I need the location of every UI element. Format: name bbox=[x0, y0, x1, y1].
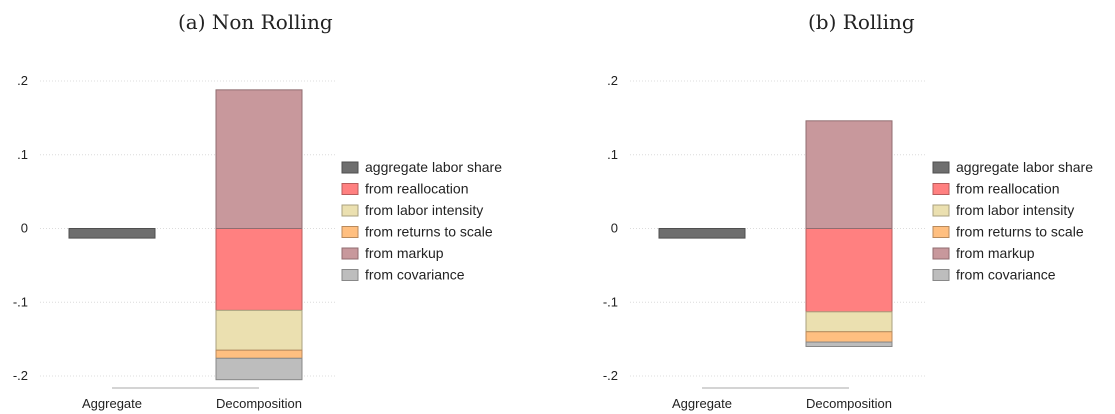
y-tick-label: 0 bbox=[21, 221, 28, 236]
bar-segment bbox=[215, 228, 303, 311]
y-tick-label: 0 bbox=[611, 221, 618, 236]
legend-swatch bbox=[932, 269, 950, 281]
legend-label: from reallocation bbox=[956, 181, 1060, 197]
x-tick-label: Aggregate bbox=[672, 396, 732, 411]
y-tick-label: .1 bbox=[17, 147, 28, 162]
x-tick-label: Decomposition bbox=[216, 396, 302, 411]
legend-label: from markup bbox=[365, 245, 444, 261]
bar-segment bbox=[805, 311, 893, 333]
y-tick-label: .2 bbox=[607, 73, 618, 88]
legend-label: aggregate labor share bbox=[956, 159, 1093, 175]
legend-swatch bbox=[341, 247, 359, 260]
legend-label: from returns to scale bbox=[365, 224, 493, 240]
bar-segment bbox=[215, 357, 303, 381]
y-tick-label: -.1 bbox=[603, 294, 618, 309]
legend-swatch bbox=[932, 247, 950, 260]
legend-swatch bbox=[932, 183, 950, 195]
y-tick-label: -.1 bbox=[13, 294, 28, 309]
legend-label: from reallocation bbox=[365, 181, 469, 197]
bar-segment bbox=[215, 89, 303, 229]
y-tick-label: .2 bbox=[17, 73, 28, 88]
legend-swatch bbox=[932, 161, 950, 174]
legend-label: from markup bbox=[956, 245, 1035, 261]
legend-label: from labor intensity bbox=[365, 202, 483, 218]
chart-subtitle: (b) Rolling bbox=[808, 10, 915, 34]
bar-segment bbox=[215, 349, 303, 359]
legend-label: from covariance bbox=[365, 267, 465, 283]
legend-label: aggregate labor share bbox=[365, 159, 502, 175]
chart-subtitle: (a) Non Rolling bbox=[178, 10, 333, 34]
legend-swatch bbox=[341, 161, 359, 174]
legend-label: from returns to scale bbox=[956, 224, 1084, 240]
bar-segment bbox=[805, 120, 893, 229]
legend-swatch bbox=[341, 204, 359, 217]
bar-segment bbox=[805, 228, 893, 313]
legend-swatch bbox=[341, 269, 359, 281]
legend-label: from labor intensity bbox=[956, 202, 1074, 218]
legend-swatch bbox=[932, 226, 950, 238]
x-tick-label: Decomposition bbox=[806, 396, 892, 411]
legend-swatch bbox=[932, 204, 950, 217]
x-tick-label: Aggregate bbox=[82, 396, 142, 411]
bar-segment bbox=[68, 228, 156, 239]
y-tick-label: .1 bbox=[607, 147, 618, 162]
bar-segment bbox=[658, 228, 746, 239]
chart-svg: .2 .1 0 -.1 -.2 Aggregate Decomposition aggrega… bbox=[603, 73, 1093, 411]
legend-swatch bbox=[341, 183, 359, 195]
y-tick-label: -.2 bbox=[603, 368, 618, 383]
bar-segment bbox=[805, 341, 893, 348]
bar-segment bbox=[215, 309, 303, 351]
legend-swatch bbox=[341, 226, 359, 238]
y-tick-label: -.2 bbox=[13, 368, 28, 383]
legend-label: from covariance bbox=[956, 267, 1056, 283]
chart-panel-rolling: (b) Rolling .2 .1 0 -.1 -.2 Aggregate Decompos… bbox=[590, 0, 1115, 414]
chart-svg: .2 .1 0 -.1 -.2 Aggregate Decomposition aggrega… bbox=[13, 73, 502, 411]
chart-panel-non-rolling: (a) Non Rolling .2 .1 0 -.1 -.2 Aggregate Deco… bbox=[0, 0, 557, 414]
bar-segment bbox=[805, 331, 893, 343]
